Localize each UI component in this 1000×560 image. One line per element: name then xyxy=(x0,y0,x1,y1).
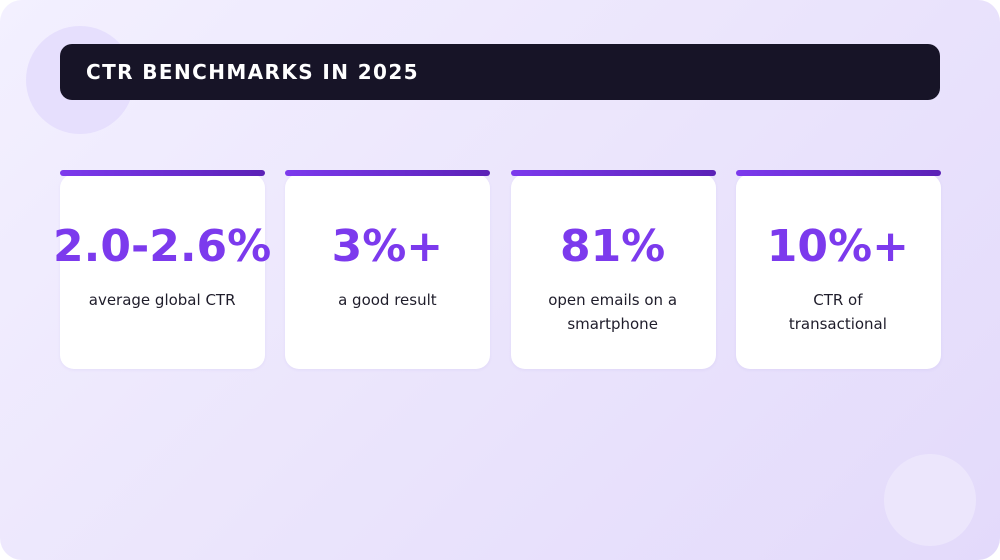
decorative-circle-bottom-right xyxy=(884,454,976,546)
card-body xyxy=(285,174,491,369)
card-accent-bar xyxy=(510,170,716,176)
stat-value: 2.0-2.6% xyxy=(53,221,272,272)
stat-card-good-result: 3%+ a good result xyxy=(285,170,491,369)
stat-label: a good result xyxy=(338,291,437,309)
stat-value: 81% xyxy=(559,221,666,272)
card-body xyxy=(60,174,265,369)
stat-card-smartphone-opens: 81% open emails on a smartphone xyxy=(510,170,716,369)
card-accent-bar xyxy=(285,170,491,176)
stat-label: open emails on a smartphone xyxy=(548,291,678,333)
title-bar: CTR BENCHMARKS IN 2025 xyxy=(60,44,940,100)
stat-cards: 2.0-2.6% average global CTR 3%+ a good r… xyxy=(53,170,941,369)
stat-card-transactional-ctr: 10%+ CTR of transactional xyxy=(735,170,941,369)
card-body xyxy=(735,174,941,369)
card-accent-bar xyxy=(60,170,265,176)
card-accent-bar xyxy=(735,170,941,176)
stat-value: 10%+ xyxy=(766,221,909,272)
stat-value: 3%+ xyxy=(331,221,444,272)
stat-card-average-global-ctr: 2.0-2.6% average global CTR xyxy=(53,170,271,369)
stat-label: CTR of transactional xyxy=(788,291,887,333)
stat-label: average global CTR xyxy=(88,291,236,309)
page-title: CTR BENCHMARKS IN 2025 xyxy=(86,60,419,84)
card-body xyxy=(510,174,716,369)
